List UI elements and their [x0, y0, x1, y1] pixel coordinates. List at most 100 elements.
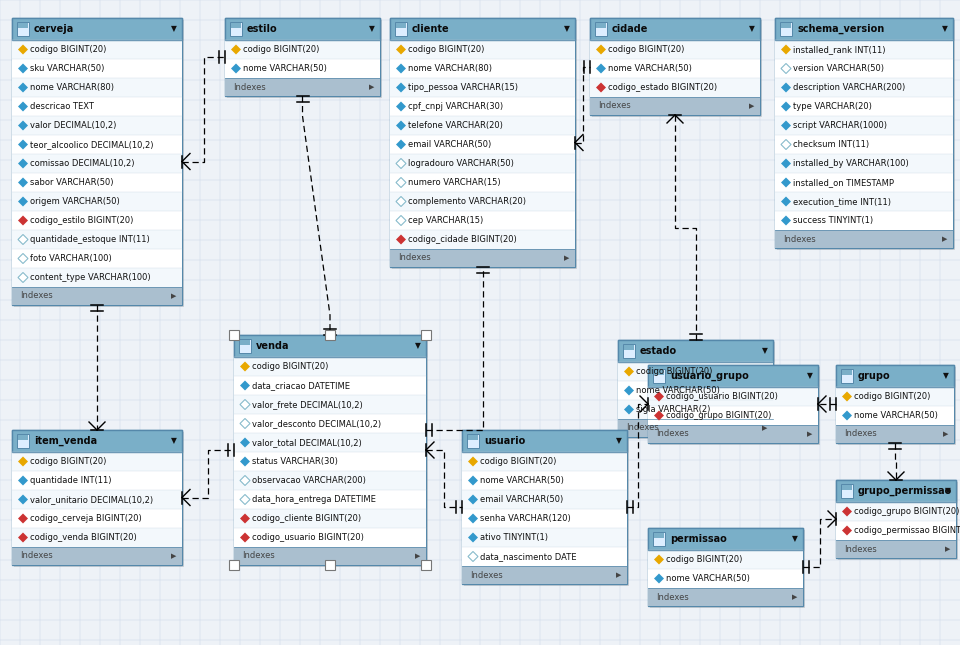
Polygon shape — [396, 83, 406, 92]
Text: codigo_cidade BIGINT(20): codigo_cidade BIGINT(20) — [408, 235, 516, 244]
Polygon shape — [654, 555, 664, 564]
Bar — [650, 367, 820, 445]
Polygon shape — [781, 63, 791, 74]
Bar — [234, 471, 426, 490]
Text: data_nascimento DATE: data_nascimento DATE — [480, 552, 577, 561]
Text: installed_on TIMESTAMP: installed_on TIMESTAMP — [793, 178, 894, 187]
Polygon shape — [240, 361, 250, 372]
Bar — [17, 434, 29, 448]
Text: quantidade INT(11): quantidade INT(11) — [30, 476, 111, 485]
Bar — [624, 345, 634, 350]
Bar — [467, 434, 479, 448]
Polygon shape — [240, 495, 250, 504]
Text: execution_time INT(11): execution_time INT(11) — [793, 197, 891, 206]
Bar — [12, 97, 182, 116]
Bar — [12, 471, 182, 490]
Text: schema_version: schema_version — [797, 24, 884, 34]
Polygon shape — [781, 197, 791, 206]
Bar — [836, 480, 956, 502]
Bar — [836, 387, 954, 406]
Polygon shape — [18, 533, 28, 542]
Polygon shape — [18, 457, 28, 466]
Text: teor_alcoolico DECIMAL(10,2): teor_alcoolico DECIMAL(10,2) — [30, 140, 154, 149]
Bar — [234, 528, 426, 547]
Bar — [234, 414, 426, 433]
Text: codigo BIGINT(20): codigo BIGINT(20) — [666, 555, 742, 564]
Text: ▶: ▶ — [943, 236, 948, 242]
Bar — [464, 432, 629, 586]
Bar — [836, 480, 956, 558]
Text: descricao TEXT: descricao TEXT — [30, 102, 94, 111]
Text: data_criacao DATETIME: data_criacao DATETIME — [252, 381, 350, 390]
Text: checksum INT(11): checksum INT(11) — [793, 140, 869, 149]
Bar — [836, 521, 956, 540]
Text: codigo_grupo BIGINT(20): codigo_grupo BIGINT(20) — [854, 507, 959, 516]
Polygon shape — [240, 381, 250, 390]
Bar — [836, 502, 956, 521]
Bar — [236, 337, 428, 567]
Polygon shape — [781, 177, 791, 188]
Text: ▼: ▼ — [616, 437, 622, 446]
Bar — [590, 18, 760, 40]
Polygon shape — [468, 457, 478, 466]
Polygon shape — [18, 83, 28, 92]
Text: email VARCHAR(50): email VARCHAR(50) — [480, 495, 564, 504]
Text: ▶: ▶ — [944, 431, 948, 437]
Text: ▼: ▼ — [792, 535, 798, 544]
Bar — [836, 425, 954, 443]
Bar — [650, 530, 805, 608]
Text: success TINYINT(1): success TINYINT(1) — [793, 216, 874, 225]
Bar — [421, 560, 431, 570]
Polygon shape — [396, 63, 406, 74]
Bar — [12, 173, 182, 192]
Bar — [396, 23, 406, 28]
Bar — [842, 370, 852, 375]
Bar — [12, 18, 182, 40]
Bar — [12, 135, 182, 154]
Bar — [390, 154, 575, 173]
Bar — [648, 365, 818, 443]
Bar — [648, 425, 818, 443]
Bar — [234, 547, 426, 565]
Polygon shape — [18, 45, 28, 54]
Text: sigla VARCHAR(2): sigla VARCHAR(2) — [636, 405, 710, 414]
Bar — [842, 485, 852, 490]
Polygon shape — [781, 139, 791, 150]
Bar — [225, 18, 380, 40]
Bar — [623, 344, 635, 358]
Bar — [775, 40, 953, 59]
Polygon shape — [654, 410, 664, 421]
Text: Indexes: Indexes — [20, 551, 53, 561]
Polygon shape — [18, 159, 28, 168]
Text: nome VARCHAR(50): nome VARCHAR(50) — [666, 574, 750, 583]
Bar — [775, 116, 953, 135]
Text: Indexes: Indexes — [20, 292, 53, 301]
Text: codigo_cerveja BIGINT(20): codigo_cerveja BIGINT(20) — [30, 514, 142, 523]
Text: ▼: ▼ — [762, 346, 768, 355]
Text: cep VARCHAR(15): cep VARCHAR(15) — [408, 216, 483, 225]
Bar — [234, 490, 426, 509]
Polygon shape — [240, 533, 250, 542]
Bar — [648, 387, 818, 406]
Text: comissao DECIMAL(10,2): comissao DECIMAL(10,2) — [30, 159, 134, 168]
Polygon shape — [624, 386, 634, 395]
Polygon shape — [468, 533, 478, 542]
Bar — [12, 452, 182, 471]
Text: ▼: ▼ — [749, 25, 755, 34]
Text: status VARCHAR(30): status VARCHAR(30) — [252, 457, 338, 466]
Polygon shape — [624, 366, 634, 377]
Text: ▼: ▼ — [942, 25, 948, 34]
Text: Indexes: Indexes — [656, 593, 688, 602]
Text: ativo TINYINT(1): ativo TINYINT(1) — [480, 533, 548, 542]
Text: grupo_permissao: grupo_permissao — [858, 486, 952, 496]
Text: codigo BIGINT(20): codigo BIGINT(20) — [30, 457, 107, 466]
Text: version VARCHAR(50): version VARCHAR(50) — [793, 64, 884, 73]
Text: nome VARCHAR(80): nome VARCHAR(80) — [408, 64, 492, 73]
Bar — [12, 528, 182, 547]
Bar — [775, 78, 953, 97]
Bar — [12, 249, 182, 268]
Text: quantidade_estoque INT(11): quantidade_estoque INT(11) — [30, 235, 150, 244]
Bar — [841, 369, 853, 383]
Text: sabor VARCHAR(50): sabor VARCHAR(50) — [30, 178, 113, 187]
Polygon shape — [18, 495, 28, 504]
